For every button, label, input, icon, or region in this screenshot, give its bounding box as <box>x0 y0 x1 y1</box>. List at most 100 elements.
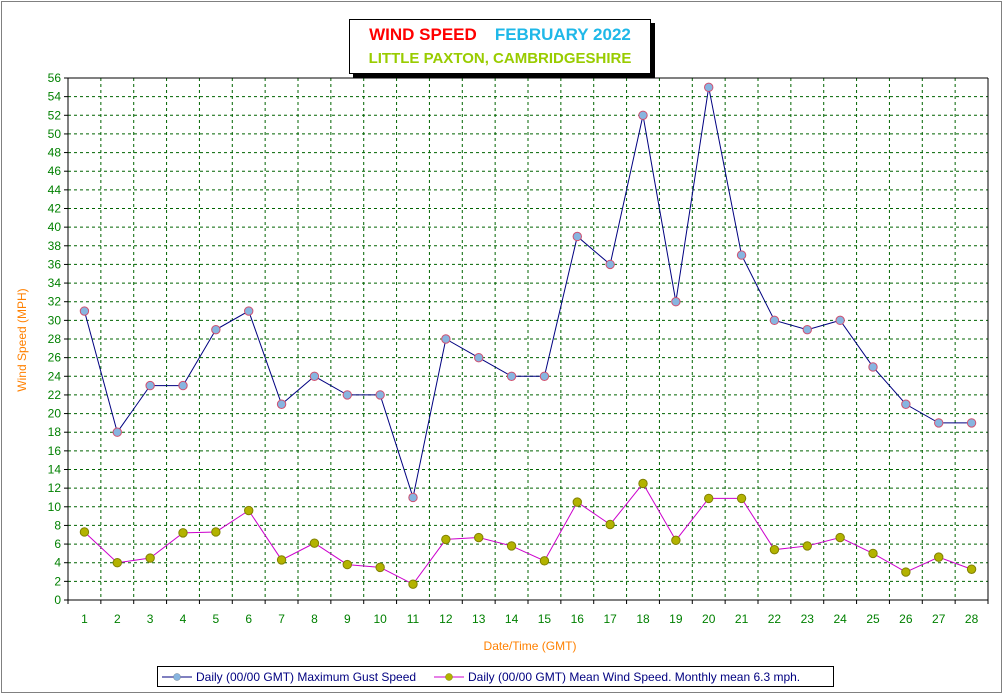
series-0-point <box>638 110 648 120</box>
series-1-point <box>901 567 911 577</box>
chart-title: WIND SPEED <box>369 25 477 44</box>
series-1-point <box>309 538 320 548</box>
y-tick-label: 30 <box>48 313 62 327</box>
y-tick-label: 28 <box>48 332 62 346</box>
y-tick-label: 56 <box>48 71 62 85</box>
x-tick-label: 21 <box>735 612 749 626</box>
y-tick-label: 38 <box>48 239 62 253</box>
legend-mean-marker-icon <box>434 673 464 681</box>
series-0-point <box>145 380 155 391</box>
x-tick-label: 23 <box>801 612 815 626</box>
y-tick-label: 46 <box>48 164 62 178</box>
y-tick-label: 44 <box>48 183 62 197</box>
series-0-point <box>474 352 484 363</box>
legend-mean-label: Daily (00/00 GMT) Mean Wind Speed. Month… <box>468 670 801 684</box>
series-0-point <box>901 399 911 409</box>
series-1-point <box>145 553 155 563</box>
x-axis-label: Date/Time (GMT) <box>484 639 577 653</box>
x-tick-label: 28 <box>965 612 979 626</box>
x-tick-label: 19 <box>669 612 683 626</box>
x-tick-label: 26 <box>899 612 913 626</box>
x-tick-label: 11 <box>407 612 420 626</box>
series-0-point <box>934 418 944 428</box>
series-1-point <box>441 534 451 545</box>
series-1-point <box>375 562 385 573</box>
series-0-point <box>178 380 188 391</box>
x-tick-label: 10 <box>373 612 387 626</box>
y-tick-label: 48 <box>48 146 62 160</box>
y-tick-label: 14 <box>48 463 62 477</box>
x-tick-label: 14 <box>505 612 519 626</box>
series-0-point <box>868 362 878 372</box>
x-tick-label: 13 <box>472 612 486 626</box>
y-tick-label: 54 <box>48 90 62 104</box>
y-tick-label: 10 <box>48 500 62 514</box>
series-1-point <box>704 493 714 504</box>
series-1-point <box>802 541 812 551</box>
y-tick-label: 50 <box>48 127 62 141</box>
y-tick-label: 16 <box>48 444 62 458</box>
series-0-point <box>211 324 221 335</box>
series-1-point <box>276 555 287 565</box>
y-tick-label: 6 <box>54 537 61 551</box>
series-0-point <box>736 250 747 260</box>
series-0-point <box>244 306 254 316</box>
series-1-point <box>736 493 747 504</box>
series-0-point <box>966 418 977 428</box>
x-tick-label: 5 <box>213 612 220 626</box>
y-tick-label: 4 <box>54 556 61 570</box>
x-tick-label: 25 <box>866 612 880 626</box>
x-tick-label: 20 <box>702 612 716 626</box>
x-tick-label: 1 <box>81 612 88 626</box>
axis-layer: 0246810121416182022242628303234363840424… <box>48 71 989 626</box>
series-0-point <box>704 82 714 93</box>
y-tick-label: 24 <box>48 369 62 383</box>
series-0-point <box>79 306 90 316</box>
y-tick-label: 18 <box>48 425 62 439</box>
x-tick-label: 17 <box>603 612 617 626</box>
series-0-point <box>408 492 418 503</box>
series-layer <box>79 82 977 589</box>
x-tick-label: 7 <box>278 612 285 626</box>
series-1-point <box>769 544 780 555</box>
x-tick-label: 24 <box>833 612 847 626</box>
series-line-0 <box>83 87 972 500</box>
series-0-point <box>802 324 812 335</box>
y-tick-label: 36 <box>48 257 62 271</box>
series-0-point <box>769 315 780 326</box>
chart-location: LITTLE PAXTON, CAMBRIDGESHIRE <box>368 50 632 67</box>
series-1-point <box>178 528 188 538</box>
x-tick-label: 2 <box>114 612 121 626</box>
series-0-point <box>539 371 550 381</box>
y-tick-label: 52 <box>48 108 62 122</box>
legend-gust-marker-icon <box>162 673 192 681</box>
series-1-point <box>539 556 550 566</box>
x-tick-label: 9 <box>344 612 351 626</box>
series-1-point <box>244 505 254 516</box>
y-tick-label: 8 <box>54 518 61 532</box>
y-axis-label: Wind Speed (MPH) <box>15 288 29 391</box>
series-0-point <box>276 399 287 409</box>
series-1-point <box>934 552 944 562</box>
x-tick-label: 15 <box>538 612 552 626</box>
y-tick-label: 2 <box>54 574 61 588</box>
series-1-point <box>868 548 878 559</box>
series-1-point <box>638 478 648 489</box>
x-tick-label: 4 <box>180 612 187 626</box>
series-0-point <box>342 390 352 400</box>
series-1-point <box>79 527 90 537</box>
x-tick-label: 6 <box>245 612 252 626</box>
y-tick-label: 20 <box>48 407 62 421</box>
series-1-point <box>342 559 352 570</box>
title-line-1: WIND SPEED FEBRUARY 2022 <box>350 25 650 45</box>
series-0-point <box>309 371 320 381</box>
x-tick-label: 12 <box>439 612 453 626</box>
series-0-point <box>835 315 845 326</box>
series-1-point <box>835 532 845 543</box>
series-1-point <box>474 532 484 543</box>
series-0-point <box>671 297 681 307</box>
legend-gust-label: Daily (00/00 GMT) Maximum Gust Speed <box>196 670 417 684</box>
series-1-point <box>506 541 517 551</box>
